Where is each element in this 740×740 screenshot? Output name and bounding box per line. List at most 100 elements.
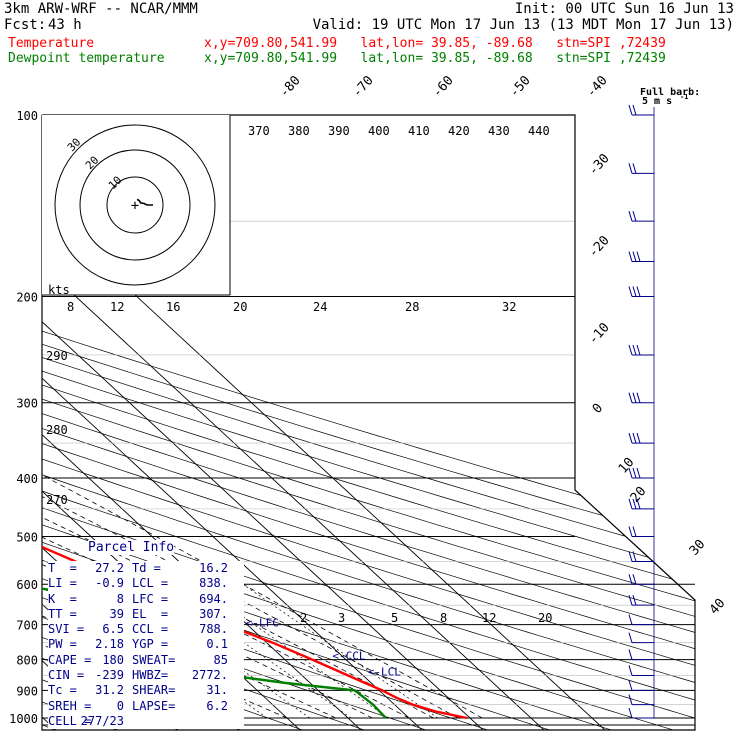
parcel-param-label: TT =	[48, 606, 77, 621]
parcel-param-label: SHEAR=	[132, 683, 176, 698]
hodograph-ring	[79, 149, 191, 261]
hodograph-center-marker: +	[131, 198, 139, 214]
wind-speed-label: 20	[233, 300, 247, 314]
wind-barb-flag	[636, 251, 641, 262]
hodograph-ring	[106, 176, 164, 234]
parcel-param-value: 39	[109, 606, 124, 621]
pressure-tick-label: 800	[16, 654, 38, 668]
isotherm-label: -30	[586, 151, 613, 178]
init-time: Init: 00 UTC Sun 16 Jun 13	[514, 1, 734, 17]
parcel-param-value: 307.	[199, 606, 228, 621]
wind-barb-flag	[632, 432, 637, 444]
parcel-param-label: CAPE =	[48, 652, 92, 667]
wind-barb	[628, 694, 654, 706]
isotherm-label: -80	[277, 73, 304, 100]
parcel-param-label: CIN =	[48, 668, 85, 683]
parcel-param-label: K =	[48, 591, 77, 606]
wind-barb-flag	[628, 432, 633, 444]
mixing-ratio-label: 5	[391, 611, 398, 625]
dry-adiabat-line	[42, 115, 695, 730]
parcel-param-value: 694.	[199, 591, 228, 606]
wind-speed-label: 32	[502, 300, 516, 314]
wind-barb-flag	[628, 498, 633, 510]
wind-speed-label: 8	[67, 300, 74, 314]
parcel-param-label: LI =	[48, 576, 77, 591]
parcel-param-value: 838.	[199, 576, 228, 591]
isotherm-label: 0	[590, 401, 606, 417]
parcel-info-row: K = 8 LFC = 694.	[48, 592, 244, 607]
theta-label: 370	[248, 124, 270, 138]
isotherm-label: 30	[687, 537, 709, 559]
parcel-param-value: 2772.	[191, 668, 228, 683]
isotherm-label: -70	[350, 73, 377, 100]
wind-barb	[628, 680, 654, 691]
wind-barb-flag	[636, 498, 641, 510]
wind-barb	[628, 614, 654, 626]
forecast-label: Fcst:	[4, 17, 47, 33]
parcel-param-label: SREH =	[48, 698, 92, 713]
theta-label: 420	[448, 124, 470, 138]
wind-barb-flag	[628, 665, 633, 676]
wind-barb-flag	[628, 707, 633, 719]
parcel-param-label: LCL =	[132, 576, 169, 591]
wind-barb	[628, 595, 654, 606]
wind-barb-flag	[628, 104, 633, 116]
parcel-param-label: HWBZ=	[132, 668, 169, 683]
parcel-info-row: Tc = 31.2 SHEAR= 31.	[48, 683, 244, 698]
dry-adiabat-line	[42, 115, 695, 730]
dry-adiabat-line	[42, 115, 695, 730]
level-annotation: <-CCL	[332, 650, 365, 663]
temperature-legend-label: Temperature	[8, 36, 95, 51]
model-title: 3km ARW-WRF -- NCAR/MMM	[4, 1, 198, 17]
height-label: 280	[46, 423, 68, 437]
isotherm-label: 20	[628, 484, 650, 506]
isotherm-line	[42, 115, 363, 730]
theta-label: 410	[408, 124, 430, 138]
dry-adiabat-line	[42, 115, 429, 730]
dry-adiabat-line	[42, 115, 695, 730]
wind-barb-flag	[632, 467, 637, 479]
wind-barb	[628, 286, 654, 298]
parcel-info-row: CAPE = 180 SWEAT= 85	[48, 653, 244, 668]
parcel-param-value: 27.2	[95, 561, 124, 575]
pressure-tick-label: 300	[16, 397, 38, 411]
parcel-param-value: 788.	[199, 622, 228, 637]
isotherm-line	[42, 115, 485, 730]
pressure-tick-label: 1000	[9, 712, 38, 726]
wind-barb-flag	[632, 286, 637, 297]
pressure-tick-label: 900	[16, 684, 38, 698]
mixing-ratio-label: 8	[440, 611, 447, 625]
wind-barb	[628, 498, 654, 510]
wind-barb-flag	[636, 432, 641, 444]
wind-barb	[628, 665, 654, 676]
pressure-tick-label: 500	[16, 530, 38, 544]
wind-barb-flag	[628, 392, 633, 403]
wind-barb-flag	[636, 286, 641, 297]
parcel-param-label: PW =	[48, 637, 77, 652]
height-label: 290	[46, 349, 68, 363]
parcel-param-value: 0.1	[206, 637, 228, 652]
parcel-param-value: 31.2	[95, 683, 124, 698]
pressure-tick-label: 600	[16, 578, 38, 592]
hodograph-background	[42, 115, 230, 295]
wind-barb	[628, 526, 654, 537]
dry-adiabat-line	[42, 115, 491, 730]
wind-barb-flag	[632, 551, 637, 562]
valid-time: Valid: 19 UTC Mon 17 Jun 13 (13 MDT Mon …	[312, 17, 734, 33]
wind-barb-flag	[636, 344, 641, 356]
moist-adiabat-line	[42, 296, 373, 719]
parcel-param-label: SVI =	[48, 622, 85, 637]
isotherm-label: -50	[507, 73, 534, 100]
isotherm-label: -20	[586, 233, 613, 260]
wind-barb-flag	[628, 574, 633, 585]
parcel-param-value: 6.5	[102, 622, 124, 637]
pressure-tick-label: 100	[16, 109, 38, 123]
dry-adiabat-line	[42, 115, 695, 730]
parcel-param-value: 8	[116, 591, 124, 606]
forecast-hour: 43 h	[48, 17, 82, 33]
wind-barb	[628, 467, 654, 479]
parcel-param-label: CELL =	[48, 713, 92, 728]
wind-barb-flag	[628, 526, 633, 537]
wind-barb	[628, 344, 654, 356]
wind-barb	[628, 211, 654, 222]
